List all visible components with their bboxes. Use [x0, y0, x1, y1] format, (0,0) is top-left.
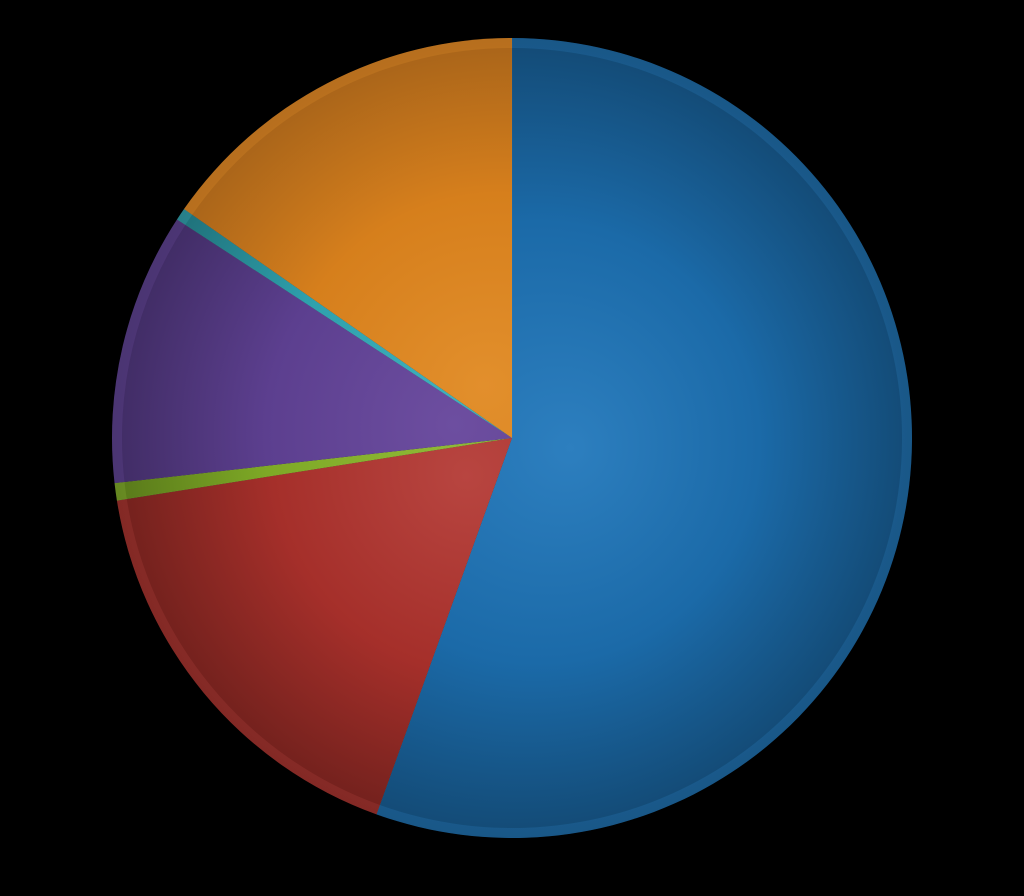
pie-chart	[0, 0, 1024, 896]
pie-chart-container	[0, 0, 1024, 896]
